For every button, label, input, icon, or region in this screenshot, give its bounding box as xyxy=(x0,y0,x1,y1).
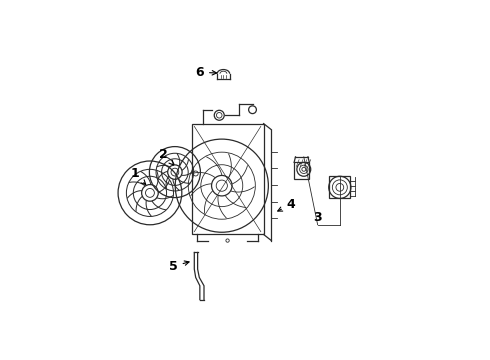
Bar xyxy=(329,176,350,198)
Text: 2: 2 xyxy=(159,148,173,165)
Text: 1: 1 xyxy=(130,167,146,185)
Text: 5: 5 xyxy=(169,260,189,273)
Text: 4: 4 xyxy=(278,198,295,211)
Text: 3: 3 xyxy=(313,211,322,224)
Text: 6: 6 xyxy=(196,66,217,79)
Bar xyxy=(192,123,264,234)
Bar xyxy=(294,162,309,179)
